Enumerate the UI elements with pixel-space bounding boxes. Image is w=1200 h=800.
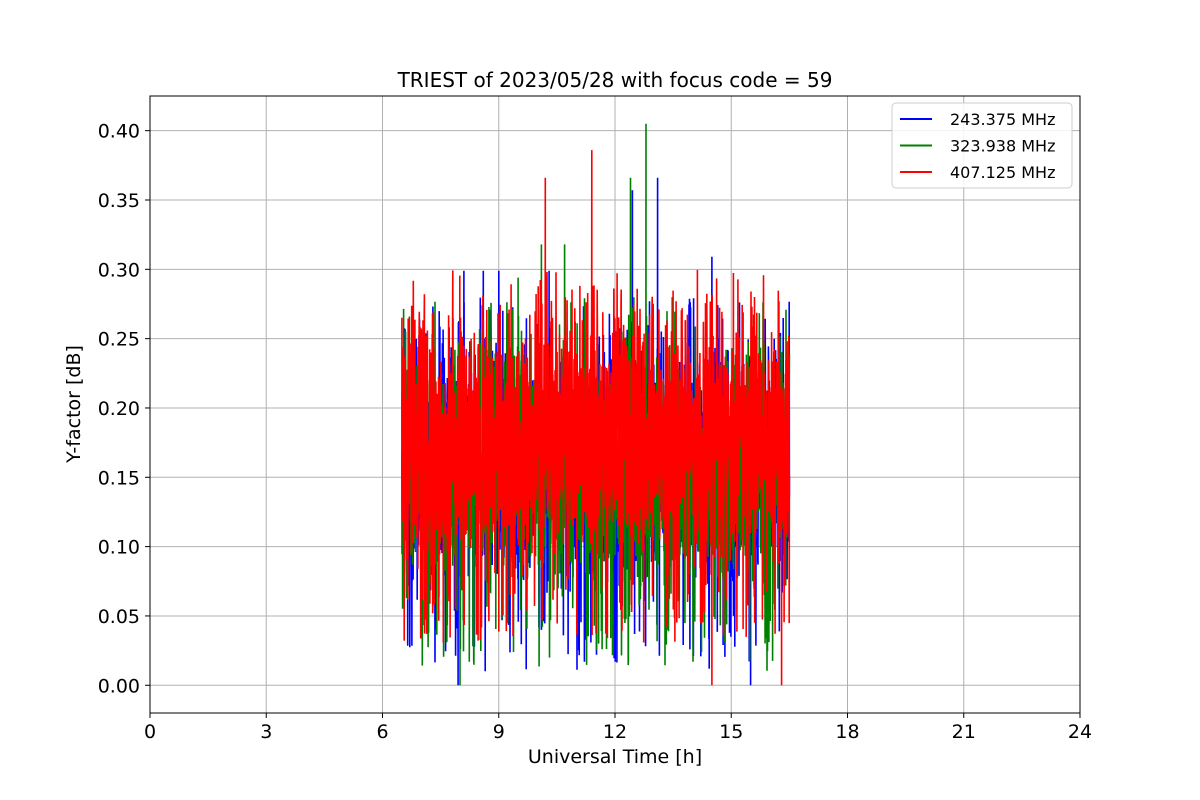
y-tick-label: 0.25 [98, 329, 140, 351]
y-tick-label: 0.00 [98, 675, 140, 697]
legend-label: 243.375 MHz [950, 110, 1055, 129]
legend: 243.375 MHz 323.938 MHz 407.125 MHz [891, 102, 1073, 189]
x-tick-label: 15 [719, 721, 743, 743]
x-tick-label: 12 [603, 721, 627, 743]
x-tick-label: 3 [260, 721, 272, 743]
legend-label: 323.938 MHz [950, 137, 1055, 156]
x-axis-label: Universal Time [h] [528, 746, 702, 768]
y-tick-label: 0.30 [98, 259, 140, 281]
x-tick-label: 9 [493, 721, 505, 743]
x-tick-label: 18 [835, 721, 859, 743]
y-tick-label: 0.40 [98, 121, 140, 143]
y-tick-label: 0.35 [98, 190, 140, 212]
x-tick-label: 24 [1068, 721, 1092, 743]
axis-ticks: 0 3 6 9 12 15 18 21 24 0.00 0.05 0.10 0.15 0.20 0.25 0.… [98, 121, 1092, 743]
y-tick-label: 0.10 [98, 537, 140, 559]
x-tick-label: 6 [376, 721, 388, 743]
x-tick-label: 0 [144, 721, 156, 743]
chart-title: TRIEST of 2023/05/28 with focus code = 5… [397, 68, 833, 92]
series-line-3 [401, 150, 791, 686]
y-tick-label: 0.20 [98, 398, 140, 420]
legend-label: 407.125 MHz [950, 163, 1055, 182]
x-tick-label: 21 [952, 721, 976, 743]
y-axis-label: Y-factor [dB] [63, 345, 85, 464]
legend-box [891, 102, 1073, 189]
series-layer [401, 123, 791, 686]
y-tick-label: 0.05 [98, 606, 140, 628]
y-tick-label: 0.15 [98, 467, 140, 489]
